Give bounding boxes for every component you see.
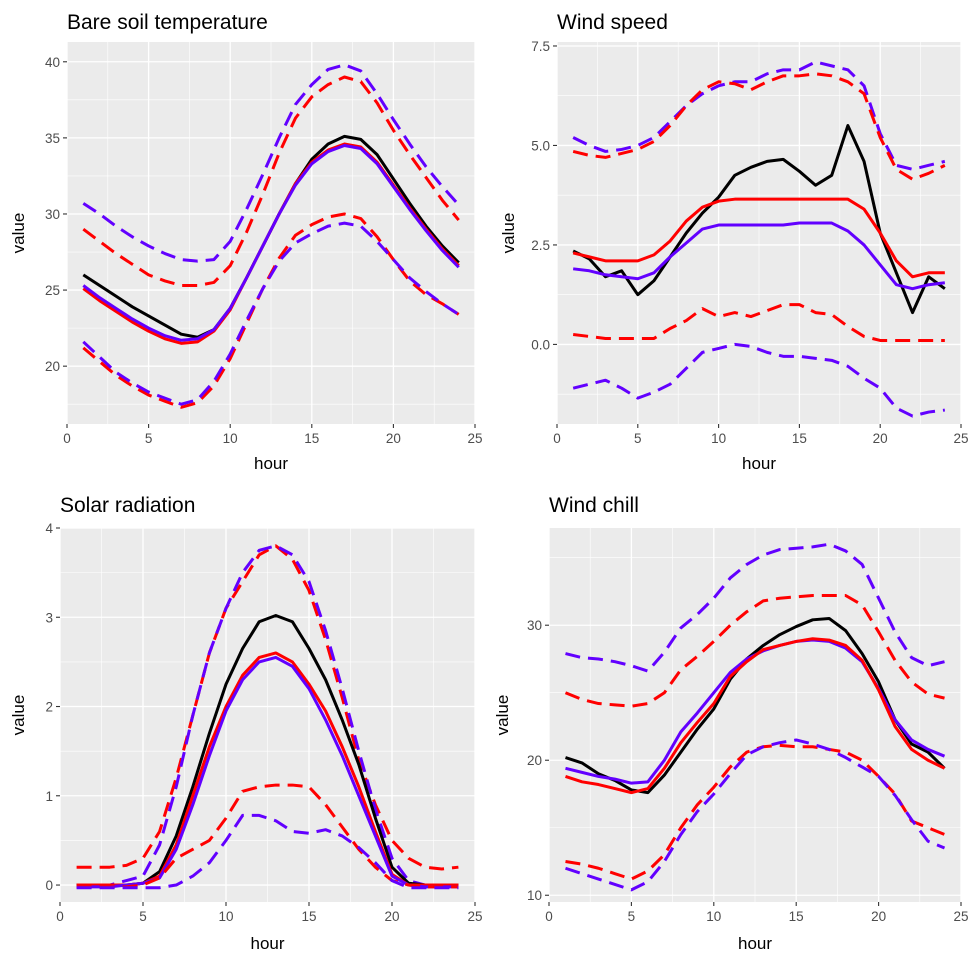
x-axis-title: hour <box>742 454 776 473</box>
x-tick-label: 5 <box>628 909 636 924</box>
series-line-red-lower <box>572 303 945 342</box>
series-line-purple <box>82 143 460 342</box>
x-tick-label: 15 <box>792 431 807 446</box>
x-tick-label: 20 <box>386 431 401 446</box>
x-tick-label: 15 <box>789 909 804 924</box>
series-line-purple-lower <box>572 342 946 418</box>
x-tick-label: 25 <box>953 431 968 446</box>
series-line-purple-lower <box>76 813 459 890</box>
y-tick-label: 20 <box>45 359 60 374</box>
series-line-red-upper <box>572 72 946 181</box>
x-axis-title: hour <box>254 454 288 473</box>
panel-title: Wind speed <box>557 11 668 34</box>
series-line-red <box>572 197 945 279</box>
y-tick-label: 35 <box>45 131 60 146</box>
y-tick-label: 5.0 <box>531 138 550 153</box>
y-tick-label: 25 <box>45 283 60 298</box>
y-tick-label: 40 <box>45 55 60 70</box>
x-tick-label: 0 <box>553 431 561 446</box>
series-line-purple-lower <box>565 738 946 892</box>
x-tick-label: 20 <box>873 431 888 446</box>
y-tick-label: 1 <box>45 789 53 804</box>
x-tick-label: 20 <box>384 909 399 924</box>
series-line-purple <box>572 221 946 291</box>
y-tick-label: 30 <box>45 207 60 222</box>
y-tick-label: 20 <box>527 753 542 768</box>
x-tick-label: 15 <box>301 909 316 924</box>
series-line-purple-upper <box>82 63 460 263</box>
series-line-red-upper <box>76 544 459 871</box>
series-line-black <box>565 616 946 795</box>
y-tick-label: 3 <box>45 610 53 625</box>
x-tick-label: 25 <box>467 431 482 446</box>
y-axis-title: value <box>493 695 512 736</box>
x-tick-label: 5 <box>634 431 642 446</box>
panel-title: Wind chill <box>549 494 639 517</box>
panel-4: 0 5 10 15 20 25 10 20 30 Wind chill hour value <box>493 494 969 953</box>
x-tick-label: 10 <box>223 431 238 446</box>
y-tick-label: 0 <box>45 878 53 893</box>
x-tick-label: 20 <box>871 909 886 924</box>
y-tick-label: 4 <box>45 521 53 536</box>
x-tick-label: 0 <box>56 909 64 924</box>
series-line-purple-upper <box>565 542 945 673</box>
series-line-red <box>565 637 946 795</box>
x-axis-title: hour <box>738 934 772 953</box>
series-line-purple-upper <box>76 544 459 887</box>
x-tick-label: 5 <box>145 431 153 446</box>
series-line-red-upper <box>564 594 945 708</box>
y-tick-label: 2.5 <box>531 238 550 253</box>
panel-title: Bare soil temperature <box>67 11 268 34</box>
panel-1: 0 5 10 15 20 25 20 25 30 35 40 Bare soil temperatur… <box>9 11 483 473</box>
x-tick-label: 10 <box>711 431 726 446</box>
y-axis-title: value <box>499 213 518 254</box>
x-tick-label: 15 <box>304 431 319 446</box>
panel-3: 0 5 10 15 20 25 0 1 2 3 4 Solar radiation hour value <box>9 494 483 953</box>
y-tick-label: 7.5 <box>531 39 550 54</box>
series-line-purple <box>76 655 459 889</box>
x-tick-label: 0 <box>63 431 71 446</box>
x-tick-label: 25 <box>467 909 482 924</box>
panel-2: 0 5 10 15 20 25 0.0 2.5 5.0 7.5 Wind speed hour valu… <box>499 11 969 473</box>
series-line-purple-lower <box>82 221 460 406</box>
y-axis-title: value <box>9 213 28 254</box>
x-axis-title: hour <box>250 934 284 953</box>
y-tick-label: 30 <box>527 618 542 633</box>
y-tick-label: 10 <box>527 888 542 903</box>
panel-title: Solar radiation <box>60 494 195 517</box>
x-tick-label: 25 <box>953 909 968 924</box>
y-axis-title: value <box>9 695 28 736</box>
y-tick-label: 2 <box>45 700 53 715</box>
x-tick-label: 0 <box>545 909 553 924</box>
series-line-red-upper <box>82 75 460 288</box>
x-tick-label: 10 <box>218 909 233 924</box>
series-line-purple-upper <box>572 60 946 171</box>
y-tick-label: 0.0 <box>531 337 550 352</box>
x-tick-label: 10 <box>706 909 721 924</box>
x-tick-label: 5 <box>139 909 147 924</box>
